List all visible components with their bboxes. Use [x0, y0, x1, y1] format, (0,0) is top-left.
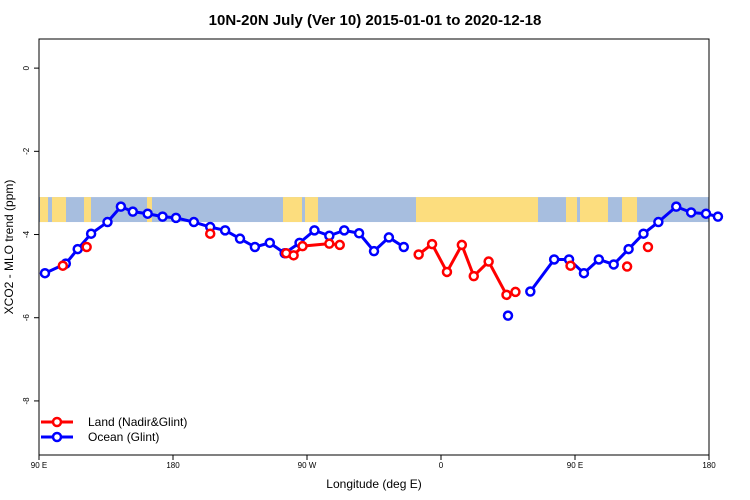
y-tick-label: -2 [22, 147, 31, 155]
ocean-data-point [115, 201, 127, 212]
land-series-line [417, 242, 516, 297]
ocean-data-point [353, 228, 365, 239]
ocean-data-point [102, 216, 113, 228]
y-tick-label: 0 [22, 65, 31, 70]
ocean-data-point [249, 241, 261, 253]
ocean-data-point [548, 254, 560, 265]
ocean-data-point [338, 225, 350, 236]
ocean-data-point [398, 241, 410, 253]
ocean-data-point [383, 232, 395, 243]
ocean-data-point [593, 254, 605, 265]
land-data-point [426, 238, 438, 250]
land-patch [566, 197, 577, 223]
ocean-data-point [188, 216, 200, 228]
ocean-data-point [578, 267, 590, 279]
ocean-series [39, 201, 724, 321]
ocean-data-point [219, 225, 231, 236]
map-band-ocean [39, 197, 709, 223]
ocean-data-point [234, 233, 246, 244]
land-data-point [510, 286, 521, 298]
land-data-point [621, 261, 633, 272]
land-data-point [324, 238, 335, 249]
ocean-data-point [608, 259, 619, 270]
map-band [39, 197, 709, 223]
land-series [57, 228, 654, 301]
land-patch [305, 197, 318, 223]
x-tick-label: 90 E [31, 461, 47, 470]
plot-frame [38, 38, 710, 456]
x-tick-label: 0 [439, 461, 444, 470]
map-band-land [40, 197, 637, 223]
land-patch [283, 197, 302, 223]
ocean-data-point [623, 243, 634, 255]
land-patch [52, 197, 66, 223]
land-data-point [501, 289, 512, 301]
y-tick-label: -8 [22, 397, 31, 405]
land-patch [416, 197, 538, 223]
ocean-data-point [653, 216, 664, 228]
x-tick-label: 90 W [298, 461, 317, 470]
ocean-data-point [142, 208, 153, 219]
land-data-point [565, 260, 576, 271]
legend-ocean-label: Ocean (Glint) [88, 430, 159, 444]
y-tick-label: -6 [22, 314, 31, 322]
ocean-data-point [712, 211, 724, 222]
land-data-point [642, 241, 654, 253]
land-patch [84, 197, 91, 223]
land-data-point [468, 270, 480, 282]
chart-title: 10N-20N July (Ver 10) 2015-01-01 to 2020… [209, 12, 542, 29]
ocean-data-point [638, 228, 649, 239]
ocean-data-point [670, 201, 682, 212]
land-data-point [204, 228, 216, 239]
x-tick-label: 180 [166, 461, 180, 470]
series-layer [39, 201, 724, 321]
land-data-point [297, 240, 308, 252]
land-patch [622, 197, 637, 223]
land-data-point [334, 239, 346, 251]
land-patch [580, 197, 608, 223]
ocean-data-point [72, 243, 83, 255]
y-axis: 0 -2 -4 -6 -8 [22, 65, 39, 404]
land-data-point [81, 241, 92, 253]
ocean-data-point [502, 310, 514, 321]
x-tick-label: 180 [702, 461, 716, 470]
ocean-data-point [85, 228, 97, 239]
legend: Land (Nadir&Glint) Ocean (Glint) [41, 415, 187, 444]
land-patch [40, 197, 48, 223]
y-tick-label: -4 [22, 230, 31, 238]
ocean-data-point [700, 208, 712, 219]
legend-land-marker [51, 416, 63, 428]
legend-ocean-marker [51, 431, 63, 443]
ocean-data-point [264, 237, 276, 249]
ocean-data-point [39, 267, 51, 279]
land-data-point [57, 260, 69, 271]
ocean-data-point [170, 212, 182, 224]
ocean-data-point [127, 206, 139, 217]
ocean-data-point [525, 286, 536, 297]
ocean-data-point [368, 245, 380, 257]
land-data-point [456, 239, 468, 251]
x-axis: 90 E 180 90 W 0 90 E 180 [31, 455, 716, 470]
ocean-data-point [157, 211, 168, 222]
x-axis-label: Longitude (deg E) [326, 477, 421, 491]
x-tick-label: 90 E [567, 461, 583, 470]
land-data-point [413, 249, 424, 260]
ocean-data-point [685, 207, 697, 218]
y-axis-label: XCO2 - MLO trend (ppm) [2, 180, 16, 315]
land-data-point [483, 256, 494, 267]
land-data-point [441, 266, 453, 278]
legend-land-label: Land (Nadir&Glint) [88, 415, 187, 429]
land-data-point [288, 250, 299, 261]
ocean-data-point [309, 225, 320, 236]
